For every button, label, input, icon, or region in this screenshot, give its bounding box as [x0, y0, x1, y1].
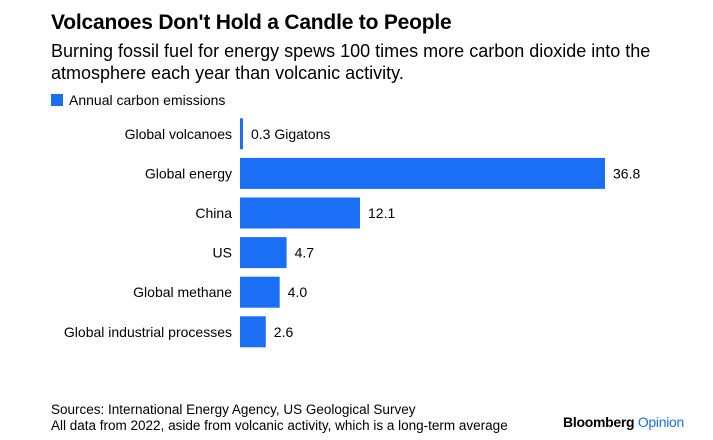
category-label: China — [195, 205, 232, 221]
value-label: 36.8 — [613, 165, 640, 181]
value-label: 12.1 — [368, 205, 395, 221]
footer: Sources: International Energy Agency, US… — [51, 402, 508, 434]
legend-label: Annual carbon emissions — [69, 92, 226, 108]
category-label: Global methane — [133, 284, 232, 300]
value-label: 2.6 — [274, 324, 294, 340]
chart-title: Volcanoes Don't Hold a Candle to People — [51, 11, 452, 34]
bar — [240, 276, 280, 308]
bar — [240, 197, 361, 229]
category-label: Global energy — [145, 165, 232, 181]
sources-note: Sources: International Energy Agency, US… — [51, 402, 416, 417]
brand-name: Bloomberg — [563, 414, 635, 430]
legend: Annual carbon emissions — [51, 92, 225, 108]
value-label: 0.3 Gigatons — [251, 126, 330, 142]
bar — [240, 118, 243, 150]
chart-subtitle: Burning fossil fuel for energy spews 100… — [51, 41, 651, 83]
bar-chart: Global volcanoes 0.3 Gigatons Global energ… — [64, 118, 640, 348]
brand-logo: Bloomberg Opinion — [563, 414, 684, 430]
value-label: 4.0 — [288, 284, 308, 300]
bar — [240, 237, 287, 269]
data-note: All data from 2022, aside from volcanic … — [51, 418, 508, 433]
bar — [240, 316, 266, 348]
category-label: Global volcanoes — [125, 126, 232, 142]
category-label: Global industrial processes — [64, 324, 232, 340]
category-label: US — [213, 245, 232, 261]
legend-swatch — [51, 94, 63, 106]
bar — [240, 157, 605, 189]
brand-section: Opinion — [637, 414, 684, 430]
value-label: 4.7 — [295, 245, 315, 261]
